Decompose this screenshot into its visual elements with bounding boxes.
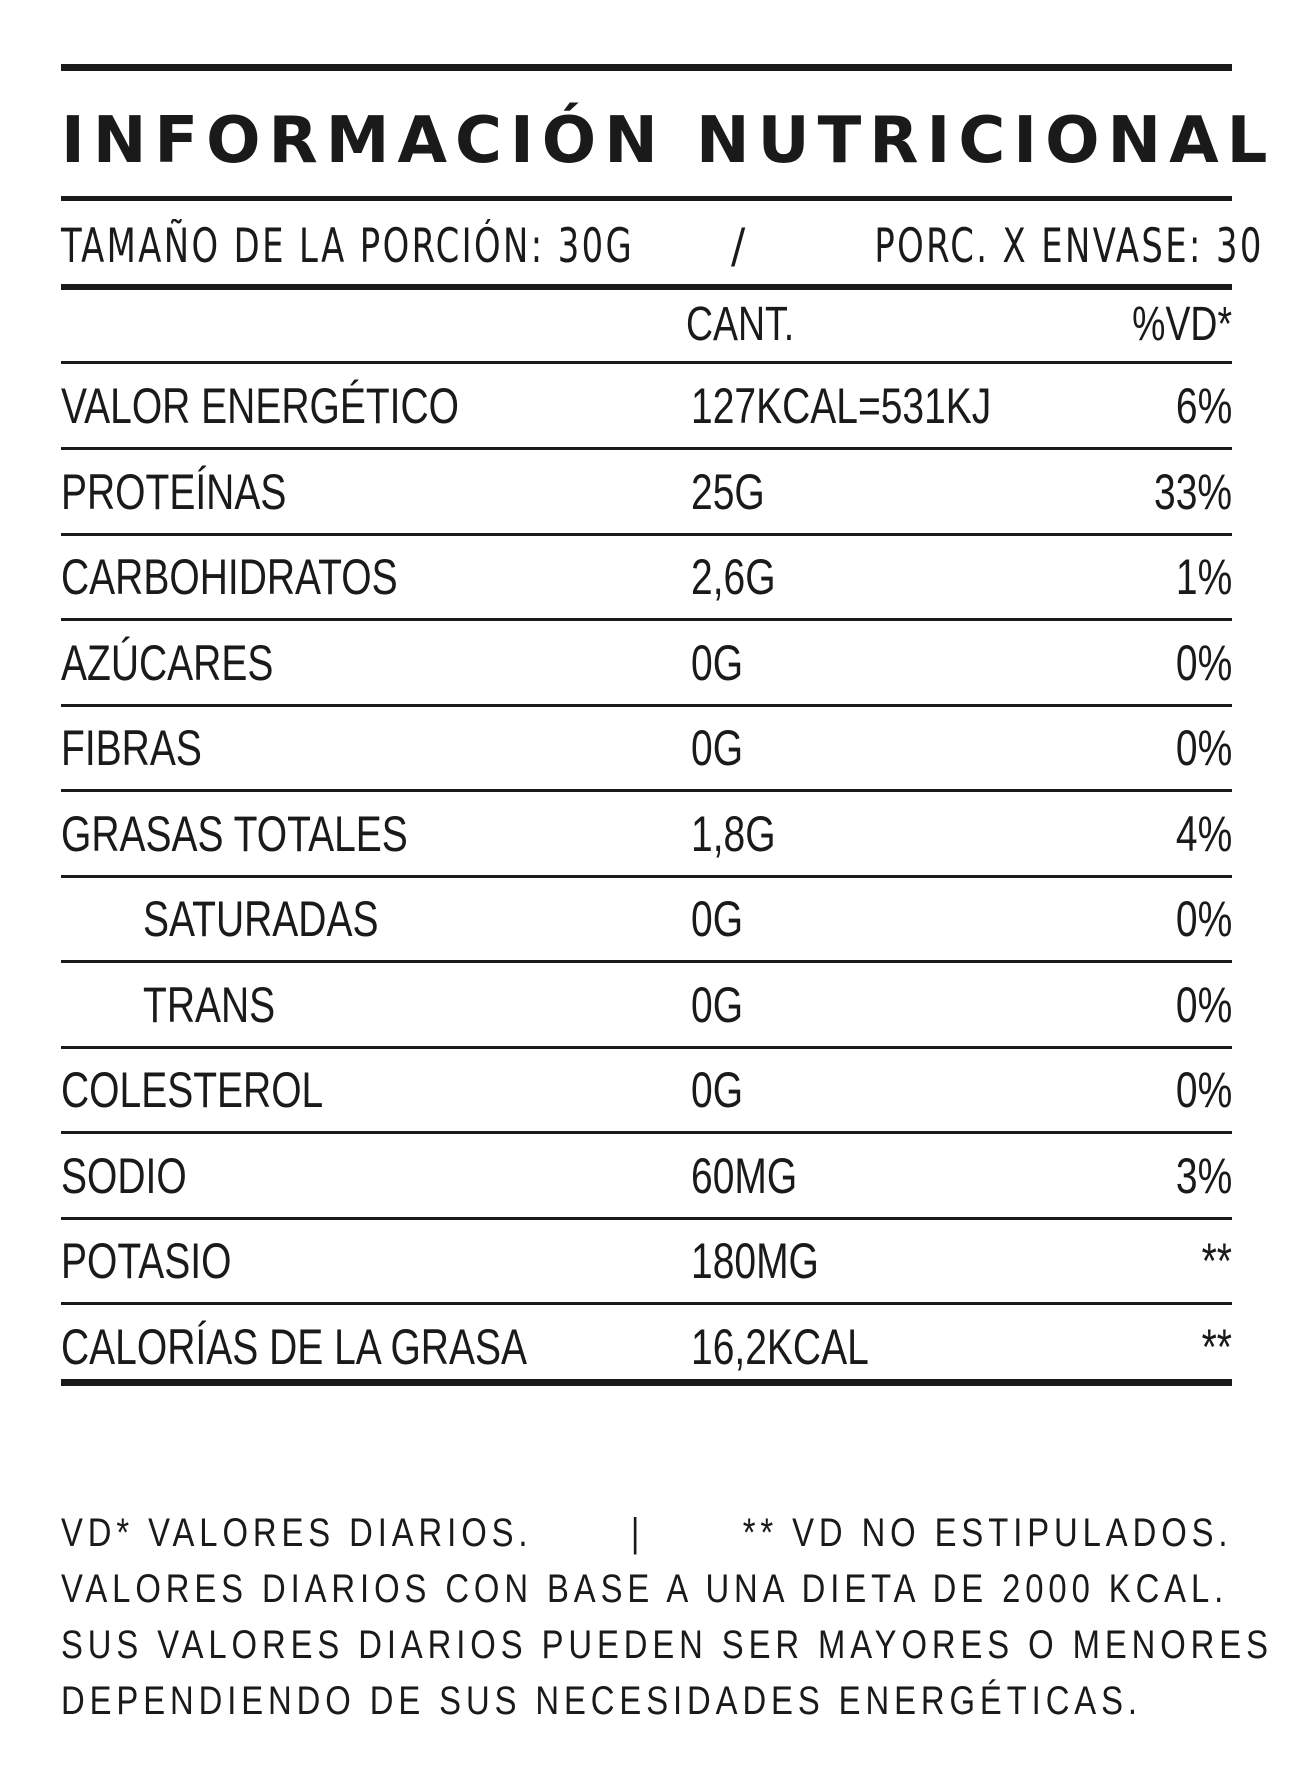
nutrient-row: TRANS 0G 0% [61, 963, 1232, 1049]
footnote-line-3: SUS VALORES DIARIOS PUEDEN SER MAYORES O… [61, 1617, 1268, 1673]
footnote-diet-basis: VALORES DIARIOS CON BASE A UNA DIETA DE … [61, 1567, 1229, 1611]
nutrient-amount: 0G [691, 634, 744, 691]
nutrient-row: CARBOHIDRATOS 2,6G 1% [61, 535, 1232, 621]
nutrient-daily-value: ** [1201, 1318, 1232, 1375]
bottom-rule [61, 1379, 1232, 1386]
row-divider [61, 1131, 1232, 1134]
nutrient-amount: 16,2KCAL [691, 1318, 869, 1375]
nutrient-name: VALOR ENERGÉTICO [61, 378, 460, 434]
nutrient-amount: 60MG [691, 1147, 798, 1204]
column-header-dv: %VD* [1132, 298, 1232, 351]
row-divider [61, 1216, 1232, 1220]
nutrient-name: PROTEÍNAS [61, 463, 287, 520]
row-divider [61, 618, 1232, 621]
nutrient-amount: 180MG [691, 1233, 819, 1289]
row-divider [61, 1302, 1232, 1305]
nutrient-name: TRANS [143, 976, 276, 1033]
nutrient-row: GRASAS TOTALES 1,8G 4% [61, 792, 1232, 878]
footnote-line-2: VALORES DIARIOS CON BASE A UNA DIETA DE … [61, 1561, 1232, 1617]
nutrient-daily-value: 0% [1175, 720, 1232, 776]
nutrient-row: SODIO 60MG 3% [61, 1134, 1232, 1220]
nutrient-daily-value: 3% [1175, 1147, 1232, 1204]
nutrient-amount: 0G [691, 976, 744, 1033]
nutrient-amount: 2,6G [691, 549, 776, 605]
nutrient-name: POTASIO [61, 1233, 232, 1289]
footnote-separator: | [630, 1511, 645, 1555]
nutrient-row: POTASIO 180MG ** [61, 1219, 1232, 1305]
nutrient-amount: 0G [691, 720, 744, 776]
row-divider [61, 532, 1232, 536]
row-divider [61, 703, 1232, 707]
nutrient-daily-value: 0% [1175, 634, 1232, 691]
nutrition-label: INFORMACIÓN NUTRICIONAL TAMAÑO DE LA POR… [61, 0, 1276, 1776]
top-rule [61, 64, 1232, 71]
nutrient-name: AZÚCARES [61, 634, 274, 691]
nutrient-name: GRASAS TOTALES [61, 805, 408, 862]
nutrient-amount: 1,8G [691, 805, 776, 862]
serving-rule [61, 284, 1232, 290]
title-rule [61, 196, 1232, 201]
footnote-line-4: DEPENDIENDO DE SUS NECESIDADES ENERGÉTIC… [61, 1673, 1232, 1729]
column-header-amount: CANT. [686, 298, 795, 351]
nutrient-daily-value: ** [1201, 1233, 1232, 1289]
nutrient-amount: 0G [691, 891, 744, 947]
footnote-not-stipulated: ** VD NO ESTIPULADOS. [742, 1511, 1233, 1555]
nutrient-daily-value: 1% [1175, 549, 1232, 605]
row-divider [61, 1045, 1232, 1049]
nutrient-name: COLESTEROL [61, 1062, 324, 1118]
serving-info: TAMAÑO DE LA PORCIÓN: 30G / PORC. X ENVA… [61, 212, 1262, 282]
nutrient-name: FIBRAS [61, 720, 202, 776]
nutrient-daily-value: 0% [1175, 976, 1232, 1033]
row-divider [61, 789, 1232, 792]
row-divider [61, 447, 1232, 450]
nutrient-row: AZÚCARES 0G 0% [61, 621, 1232, 707]
nutrient-row: PROTEÍNAS 25G 33% [61, 450, 1232, 536]
nutrient-name: SATURADAS [143, 891, 379, 947]
nutrient-row: CALORÍAS DE LA GRASA 16,2KCAL ** [61, 1305, 1232, 1389]
nutrient-name: SODIO [61, 1147, 187, 1204]
footnote-may-vary: SUS VALORES DIARIOS PUEDEN SER MAYORES O… [61, 1623, 1273, 1667]
servings-per-container: PORC. X ENVASE: 30 [874, 219, 1265, 274]
label-title: INFORMACIÓN NUTRICIONAL [61, 104, 1276, 178]
row-divider [61, 874, 1232, 878]
nutrient-row: COLESTEROL 0G 0% [61, 1048, 1232, 1134]
nutrient-row: SATURADAS 0G 0% [61, 877, 1232, 963]
footnote-vd-definition: VD* VALORES DIARIOS. [61, 1511, 533, 1555]
serving-size: TAMAÑO DE LA PORCIÓN: 30G [61, 219, 635, 274]
nutrient-name: CALORÍAS DE LA GRASA [61, 1318, 528, 1375]
nutrient-row: VALOR ENERGÉTICO 127KCAL=531KJ 6% [61, 364, 1232, 450]
serving-separator: / [731, 219, 749, 274]
nutrient-amount: 25G [691, 463, 765, 520]
nutrient-daily-value: 33% [1153, 463, 1232, 520]
nutrient-row: FIBRAS 0G 0% [61, 706, 1232, 792]
footnote: VD* VALORES DIARIOS. | ** VD NO ESTIPULA… [61, 1505, 1268, 1729]
nutrient-daily-value: 6% [1175, 378, 1232, 434]
row-divider [61, 960, 1232, 963]
nutrient-daily-value: 0% [1175, 891, 1232, 947]
header-rule [61, 361, 1232, 364]
nutrient-amount: 127KCAL=531KJ [691, 378, 992, 434]
nutrient-daily-value: 0% [1175, 1062, 1232, 1118]
footnote-energy-needs: DEPENDIENDO DE SUS NECESIDADES ENERGÉTIC… [61, 1679, 1142, 1723]
footnote-line-1: VD* VALORES DIARIOS. | ** VD NO ESTIPULA… [61, 1505, 1232, 1561]
nutrient-amount: 0G [691, 1062, 744, 1118]
nutrient-name: CARBOHIDRATOS [61, 549, 398, 605]
nutrient-daily-value: 4% [1175, 805, 1232, 862]
